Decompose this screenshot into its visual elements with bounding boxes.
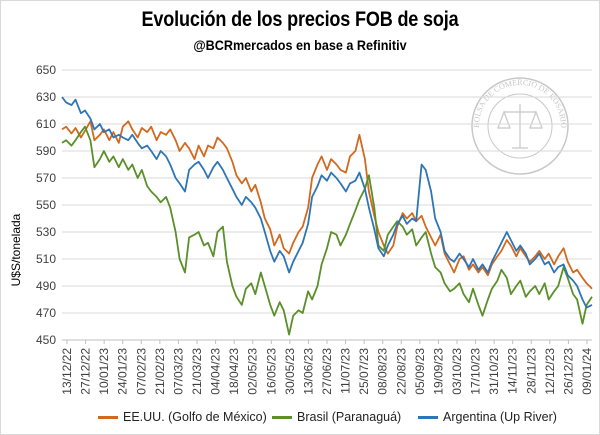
seal-scales-icon [497, 104, 543, 149]
y-tick-label: 590 [36, 144, 56, 158]
legend-label-usa: EE.UU. (Golfo de México) [123, 410, 267, 424]
x-tick-label: 10/01/23 [97, 348, 111, 395]
y-tick-label: 550 [36, 198, 56, 212]
x-tick-label: 04/04/23 [209, 348, 223, 395]
x-tick-label: 18/04/23 [227, 348, 241, 395]
y-tick-label: 450 [36, 333, 56, 347]
x-tick-label: 05/09/23 [413, 348, 427, 395]
seal-inner-ring [487, 93, 553, 159]
x-tick-label: 08/08/23 [376, 348, 390, 395]
legend-swatch-brasil [272, 415, 292, 419]
x-axis-ticks: 13/12/22 27/12/22 10/01/23 24/01/23 07/02/23… [60, 340, 594, 395]
x-tick-label: 26/12/23 [561, 348, 575, 395]
watermark-seal: BOLSA DE COMERCIO DE ROSARIO [471, 77, 569, 175]
x-tick-label: 25/07/23 [357, 348, 371, 395]
legend-item-usa: EE.UU. (Golfo de México) [98, 410, 267, 424]
x-tick-label: 21/03/23 [190, 348, 204, 395]
seal-outer-ring [471, 77, 569, 175]
y-tick-label: 610 [36, 117, 56, 131]
x-tick-label: 17/10/23 [469, 348, 483, 395]
x-tick-label: 13/12/22 [60, 348, 74, 395]
x-tick-label: 27/12/22 [79, 348, 93, 395]
series-line-brasil [61, 125, 593, 336]
x-tick-label: 16/05/23 [264, 348, 278, 395]
x-tick-label: 03/10/23 [450, 348, 464, 395]
series-lines [61, 96, 593, 336]
y-axis-ticks: 650 630 610 590 570 550 530 510 490 470 450 [36, 63, 56, 347]
y-tick-label: 570 [36, 171, 56, 185]
x-tick-label: 30/05/23 [283, 348, 297, 395]
series-line-usa [61, 120, 593, 290]
x-tick-label: 14/11/23 [506, 348, 520, 394]
x-tick-label: 11/07/23 [339, 348, 353, 394]
x-tick-label: 21/02/23 [153, 348, 167, 395]
x-tick-label: 31/10/23 [487, 348, 501, 395]
x-tick-label: 07/03/23 [171, 348, 185, 395]
x-tick-label: 02/05/23 [246, 348, 260, 395]
legend-label-argentina: Argentina (Up River) [443, 410, 557, 424]
series-line-argentina [61, 96, 593, 309]
x-tick-label: 07/02/23 [134, 348, 148, 395]
x-tick-label: 09/01/24 [580, 348, 594, 395]
y-tick-label: 530 [36, 225, 56, 239]
legend-item-brasil: Brasil (Paranaguá) [272, 410, 401, 424]
x-tick-label: 19/09/23 [431, 348, 445, 395]
y-tick-label: 650 [36, 63, 56, 77]
chart-subtitle: @BCRmercados en base a Refinitiv [193, 37, 407, 53]
x-tick-label: 24/01/23 [116, 348, 130, 395]
legend-item-argentina: Argentina (Up River) [418, 410, 557, 424]
gridlines [62, 69, 592, 341]
legend-swatch-usa [98, 415, 118, 419]
y-tick-label: 490 [36, 279, 56, 293]
x-tick-label: 27/06/23 [320, 348, 334, 395]
y-tick-label: 630 [36, 90, 56, 104]
y-tick-label: 470 [36, 306, 56, 320]
y-tick-label: 510 [36, 252, 56, 266]
legend-swatch-argentina [418, 415, 438, 419]
x-tick-label: 22/08/23 [394, 348, 408, 395]
x-tick-label: 28/11/23 [524, 348, 538, 394]
x-tick-label: 13/06/23 [301, 348, 315, 395]
chart-title: Evolución de los precios FOB de soja [141, 8, 459, 31]
x-tick-label: 12/12/23 [543, 348, 557, 395]
legend-label-brasil: Brasil (Paranaguá) [297, 410, 402, 424]
legend: EE.UU. (Golfo de México) Brasil (Paranag… [0, 410, 600, 430]
y-axis-label: U$S/tonelada [9, 213, 23, 286]
